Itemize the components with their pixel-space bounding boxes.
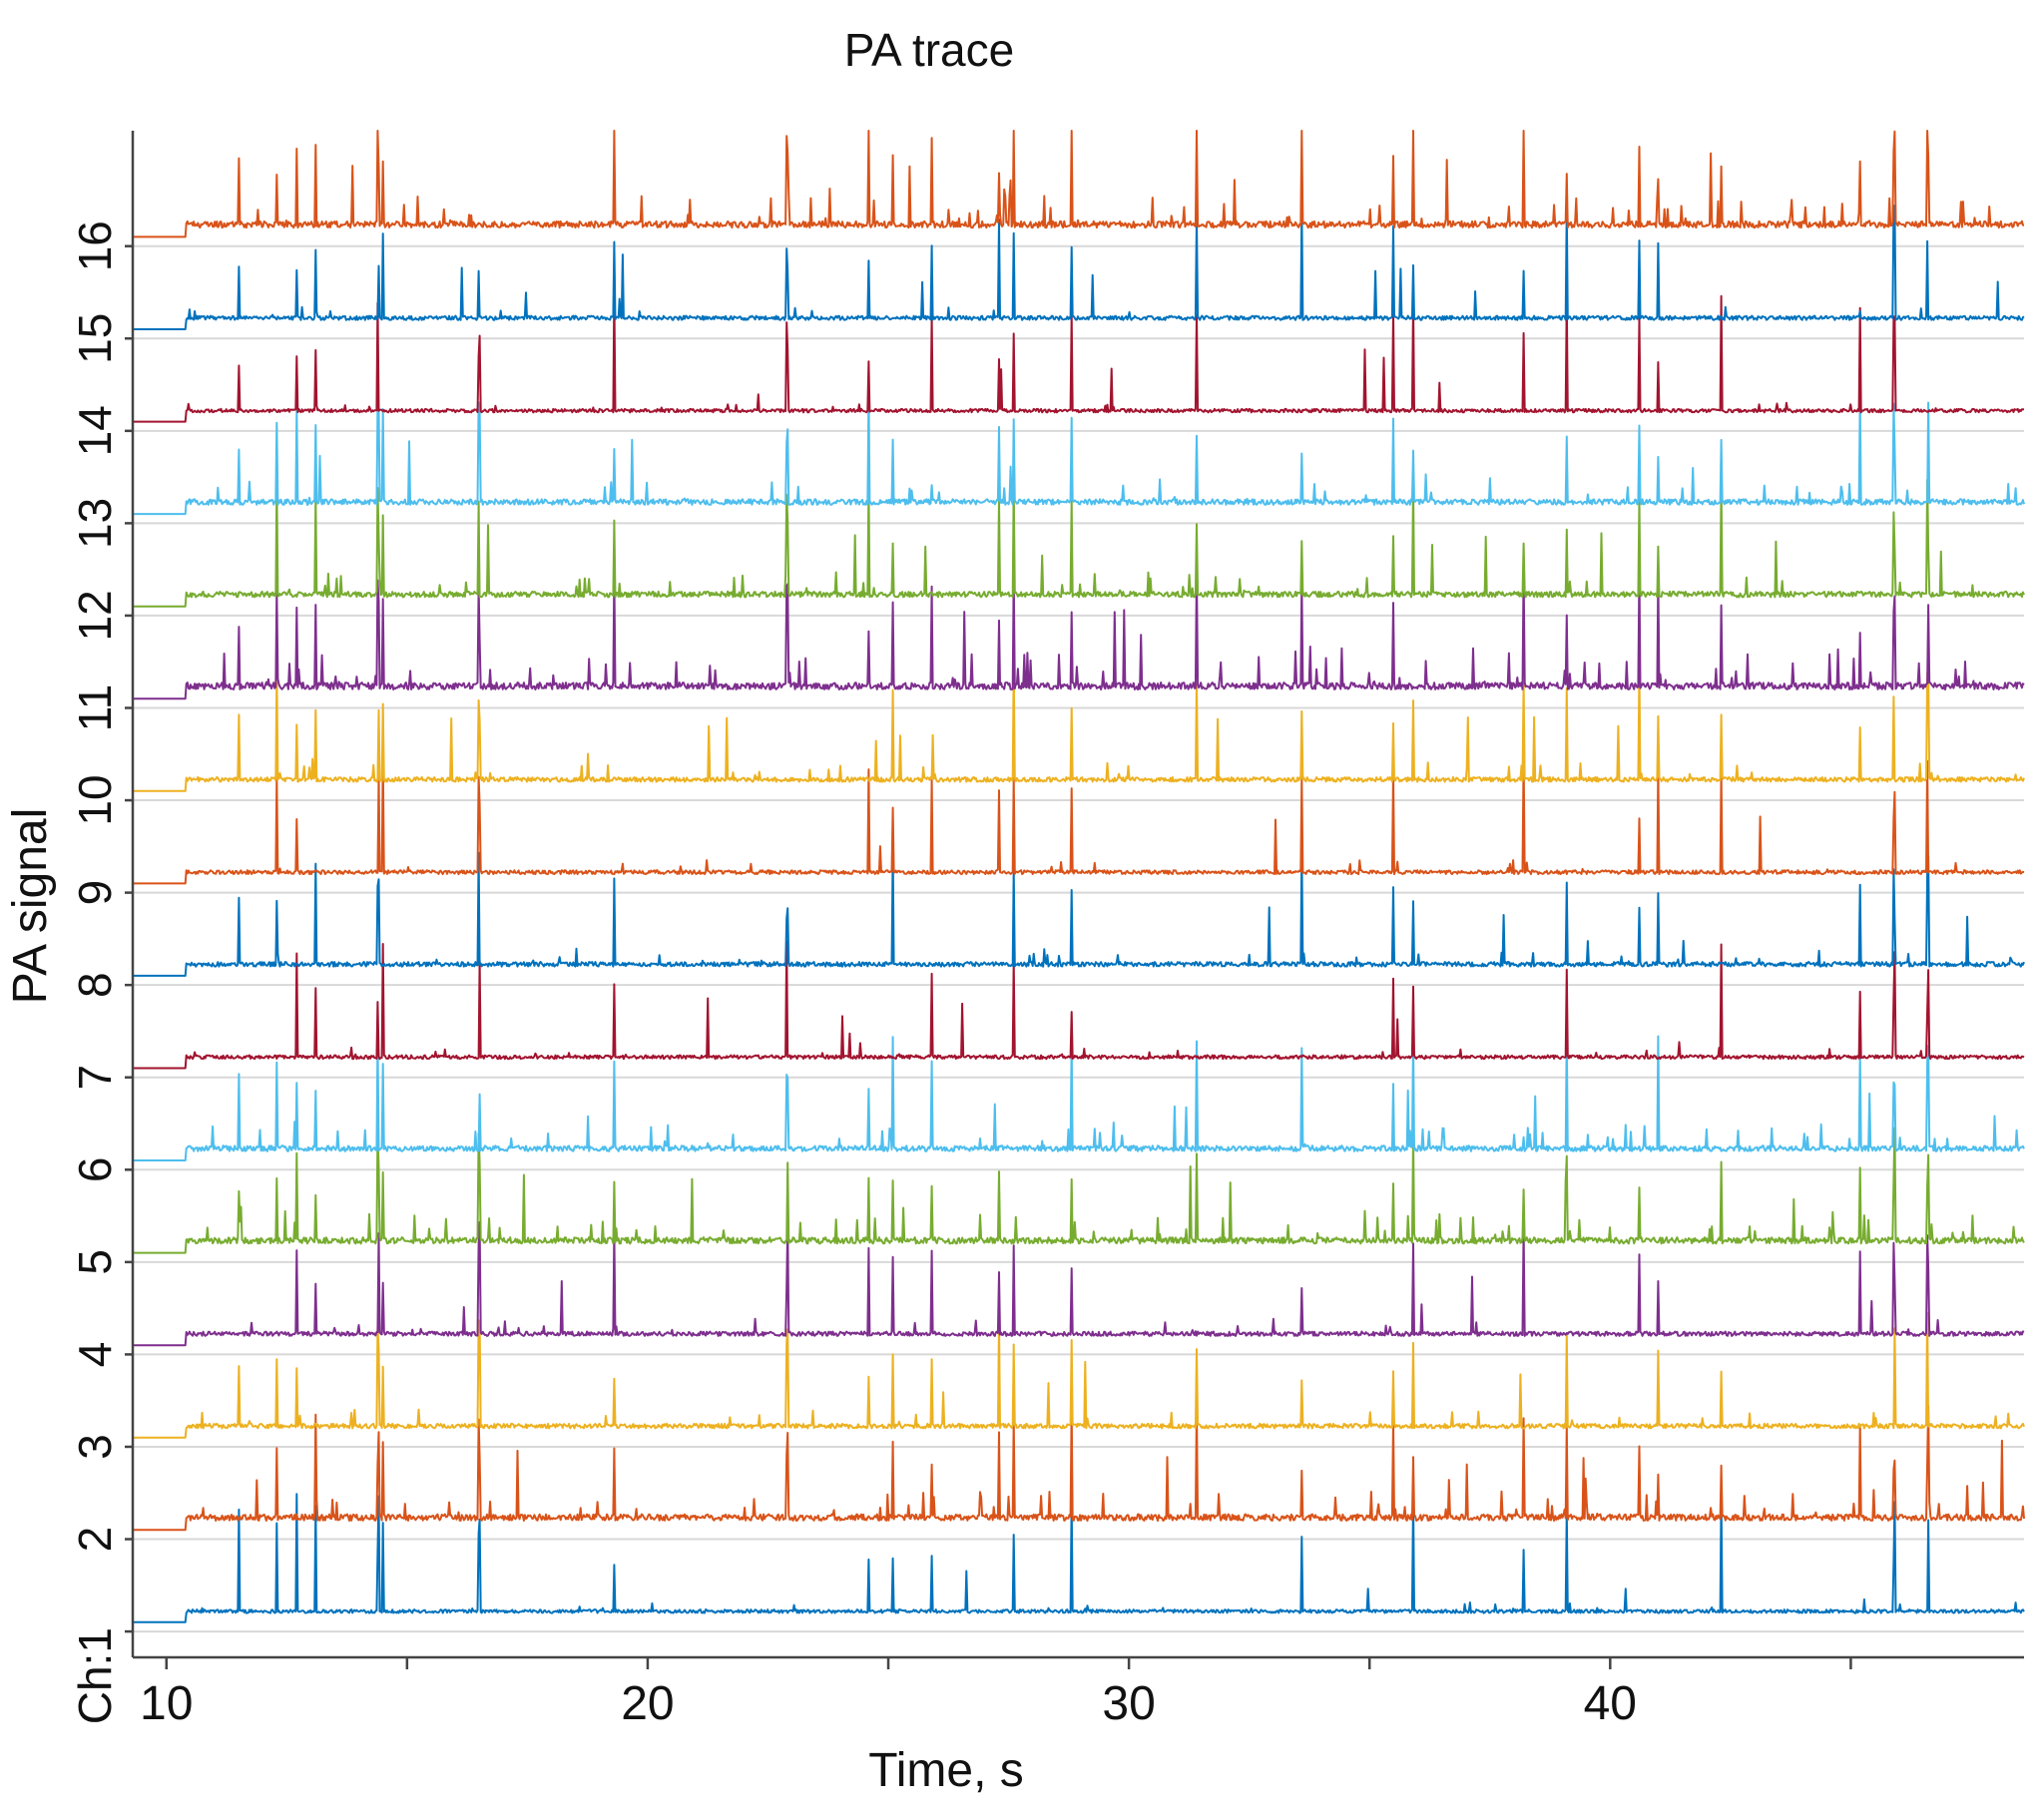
x-tick-label: 40 xyxy=(1584,1677,1637,1730)
y-tick-label: 4 xyxy=(69,1342,121,1368)
traces xyxy=(133,130,2025,1623)
trace-ch10 xyxy=(133,664,2025,792)
y-tick-label: 11 xyxy=(69,684,121,732)
y-ticks: Ch:1 2 3 4 5 6 7 8 9 10 11 12 13 14 15 16 xyxy=(69,221,133,1724)
x-ticks: 10 20 30 40 xyxy=(140,1657,1852,1730)
y-tick-label: 5 xyxy=(69,1249,121,1275)
y-tick-label: 10 xyxy=(69,774,121,825)
y-tick-label: 6 xyxy=(69,1156,121,1182)
trace-ch13 xyxy=(133,393,2025,516)
trace-ch14 xyxy=(133,292,2025,423)
trace-ch1 xyxy=(133,1493,2025,1623)
trace-ch6 xyxy=(133,1030,2025,1161)
y-tick-label: 2 xyxy=(69,1527,121,1553)
trace-ch9 xyxy=(133,756,2025,885)
y-tick-label: Ch:1 xyxy=(69,1627,121,1724)
trace-ch12 xyxy=(133,478,2025,608)
gridlines xyxy=(133,244,2024,1633)
trace-ch16 xyxy=(133,130,2025,238)
x-axis-label: Time, s xyxy=(868,1744,1024,1797)
y-tick-label: 3 xyxy=(69,1434,121,1460)
x-tick-label: 10 xyxy=(140,1677,193,1730)
x-tick-label: 20 xyxy=(621,1677,674,1730)
y-tick-label: 13 xyxy=(69,498,121,549)
y-axis-label: PA signal xyxy=(4,808,57,1005)
chart-title: PA trace xyxy=(844,24,1014,76)
y-tick-label: 14 xyxy=(69,405,121,456)
trace-ch3 xyxy=(133,1311,2025,1439)
trace-ch4 xyxy=(133,1220,2025,1347)
y-tick-label: 7 xyxy=(69,1065,121,1091)
x-tick-label: 30 xyxy=(1102,1677,1155,1730)
trace-ch11 xyxy=(133,568,2025,700)
trace-ch15 xyxy=(133,205,2025,330)
trace-ch5 xyxy=(133,1127,2025,1254)
trace-ch8 xyxy=(133,849,2025,977)
trace-ch2 xyxy=(133,1405,2025,1532)
y-tick-label: 12 xyxy=(69,590,121,641)
y-tick-label: 16 xyxy=(69,221,121,271)
y-tick-label: 15 xyxy=(69,313,121,364)
y-tick-label: 8 xyxy=(69,972,121,998)
y-tick-label: 9 xyxy=(69,880,121,906)
trace-ch7 xyxy=(133,940,2025,1070)
